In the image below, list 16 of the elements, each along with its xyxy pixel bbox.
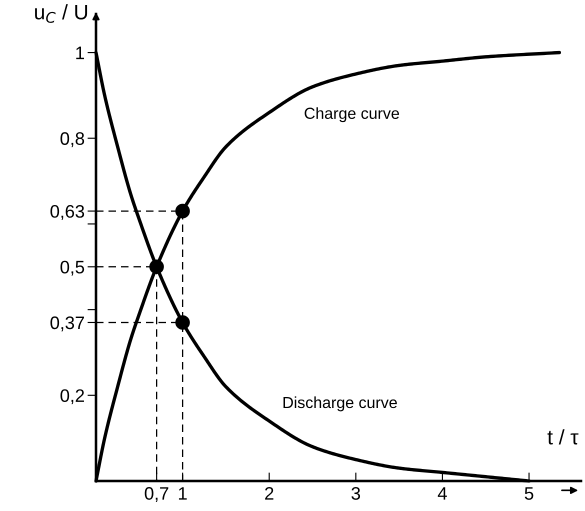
- y-tick-label: 1: [76, 46, 84, 60]
- y-tick-label: 0,8: [60, 132, 84, 148]
- y-tick-label: 0,5: [60, 260, 84, 276]
- x-tick-label: 1: [178, 487, 187, 500]
- x-tick-label: 3: [351, 487, 360, 500]
- series-label: Discharge curve: [284, 396, 397, 412]
- x-tick-label: 4: [438, 487, 447, 500]
- x-axis-title: t / τ: [548, 429, 578, 445]
- y-tick-label: 0,37: [50, 316, 84, 332]
- y-tick-label: 0,63: [50, 205, 84, 220]
- series-label: Charge curve: [304, 107, 400, 122]
- x-tick-label: 5: [524, 487, 534, 500]
- y-axis-title: u$_{C}$ / U: [35, 4, 88, 23]
- x-tick-label: 2: [265, 487, 274, 500]
- y-tick-label: 0,2: [60, 389, 84, 404]
- x-tick-label: 0,7: [144, 487, 168, 502]
